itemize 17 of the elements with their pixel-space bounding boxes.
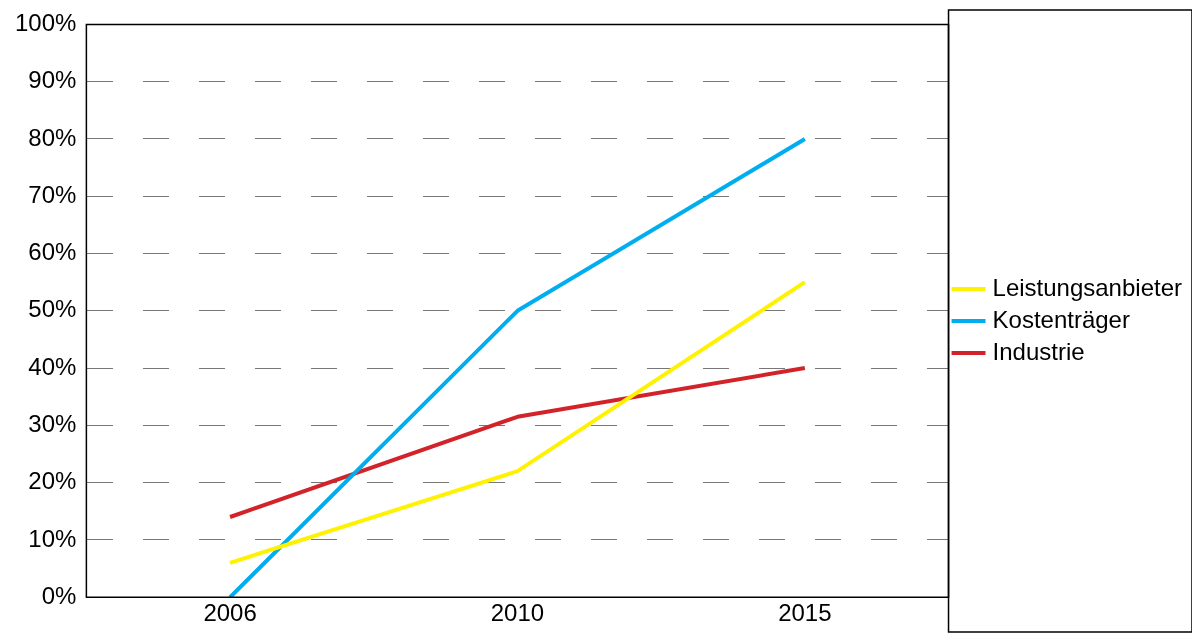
y-tick-label: 90%	[28, 66, 77, 94]
legend-label: Industrie	[992, 337, 1085, 365]
y-tick-label: 0%	[41, 581, 77, 609]
x-tick-label: 2010	[490, 599, 545, 627]
legend-label: Leistungsanbieter	[992, 273, 1183, 301]
y-tick-label: 60%	[28, 238, 77, 266]
legend-label: Kostenträger	[992, 305, 1130, 333]
x-tick-label: 2015	[778, 599, 832, 627]
y-tick-label: 100%	[14, 9, 77, 37]
y-tick-label: 10%	[28, 524, 77, 552]
y-tick-label: 80%	[28, 123, 77, 151]
y-tick-label: 50%	[28, 295, 77, 323]
y-tick-label: 40%	[28, 352, 77, 380]
y-tick-label: 70%	[28, 180, 77, 208]
x-tick-label: 2006	[203, 599, 257, 627]
y-tick-label: 30%	[28, 409, 77, 437]
y-tick-label: 20%	[28, 467, 77, 495]
